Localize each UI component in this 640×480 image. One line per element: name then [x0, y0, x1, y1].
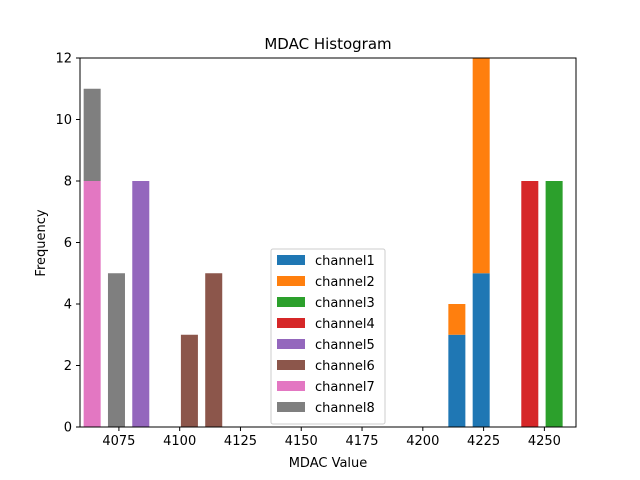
x-axis-label: MDAC Value: [289, 456, 368, 471]
bar-channel6-4104: [180, 334, 198, 427]
bar-channel5-4084: [132, 181, 150, 427]
bar-channel3-4254: [545, 181, 563, 427]
x-tick-label-4125: 4125: [224, 434, 257, 449]
bar-channel1-4214: [448, 334, 466, 427]
legend-box: [270, 248, 386, 425]
bar-channel7-4064: [83, 181, 101, 427]
y-axis-label: Frequency: [34, 209, 49, 276]
x-tick-label-4200: 4200: [406, 434, 439, 449]
legend-label-channel2: channel2: [315, 275, 375, 290]
y-axis-ticks: 0 2 4 6 8 10 12: [55, 52, 80, 436]
legend-swatch-channel3: [277, 297, 305, 307]
legend-label-channel6: channel6: [315, 359, 375, 374]
legend-swatch-channel4: [277, 318, 305, 328]
bar-channel4-4244: [521, 181, 539, 427]
bar-channel2-4224: [472, 58, 490, 274]
y-tick-label-8: 8: [64, 175, 72, 190]
legend-swatch-channel1: [277, 255, 305, 265]
y-tick-label-6: 6: [64, 236, 72, 251]
bar-channel2-4214: [448, 304, 466, 335]
x-tick-label-4250: 4250: [528, 434, 561, 449]
legend-label-channel8: channel8: [315, 401, 375, 416]
bars-layer: [83, 58, 563, 427]
y-tick-label-10: 10: [55, 113, 72, 128]
x-tick-label-4100: 4100: [163, 434, 196, 449]
y-tick-label-12: 12: [55, 52, 72, 67]
x-axis-ticks: 4075 4100 4125 4150 4175 4200 4225 4250: [102, 427, 561, 449]
bar-channel8-4074: [107, 273, 125, 427]
legend-swatch-channel5: [277, 339, 305, 349]
x-tick-label-4225: 4225: [467, 434, 500, 449]
bar-channel6-4114: [205, 273, 223, 427]
legend-label-channel4: channel4: [315, 317, 375, 332]
chart-title: MDAC Histogram: [264, 35, 391, 53]
legend-swatch-channel7: [277, 381, 305, 391]
y-tick-label-4: 4: [64, 298, 72, 313]
legend-label-channel3: channel3: [315, 296, 375, 311]
x-tick-label-4075: 4075: [102, 434, 135, 449]
bar-channel1-4224: [472, 273, 490, 427]
legend-label-channel1: channel1: [315, 254, 375, 269]
bar-channel8-4064: [83, 88, 101, 181]
y-tick-label-2: 2: [64, 359, 72, 374]
legend-swatch-channel6: [277, 360, 305, 370]
y-tick-label-0: 0: [64, 421, 72, 436]
legend: channel1 channel2 channel3 channel4 channel5…: [270, 248, 386, 425]
x-tick-label-4150: 4150: [285, 434, 318, 449]
legend-swatch-channel8: [277, 402, 305, 412]
legend-label-channel5: channel5: [315, 338, 375, 353]
legend-label-channel7: channel7: [315, 380, 375, 395]
x-tick-label-4175: 4175: [345, 434, 378, 449]
legend-swatch-channel2: [277, 276, 305, 286]
